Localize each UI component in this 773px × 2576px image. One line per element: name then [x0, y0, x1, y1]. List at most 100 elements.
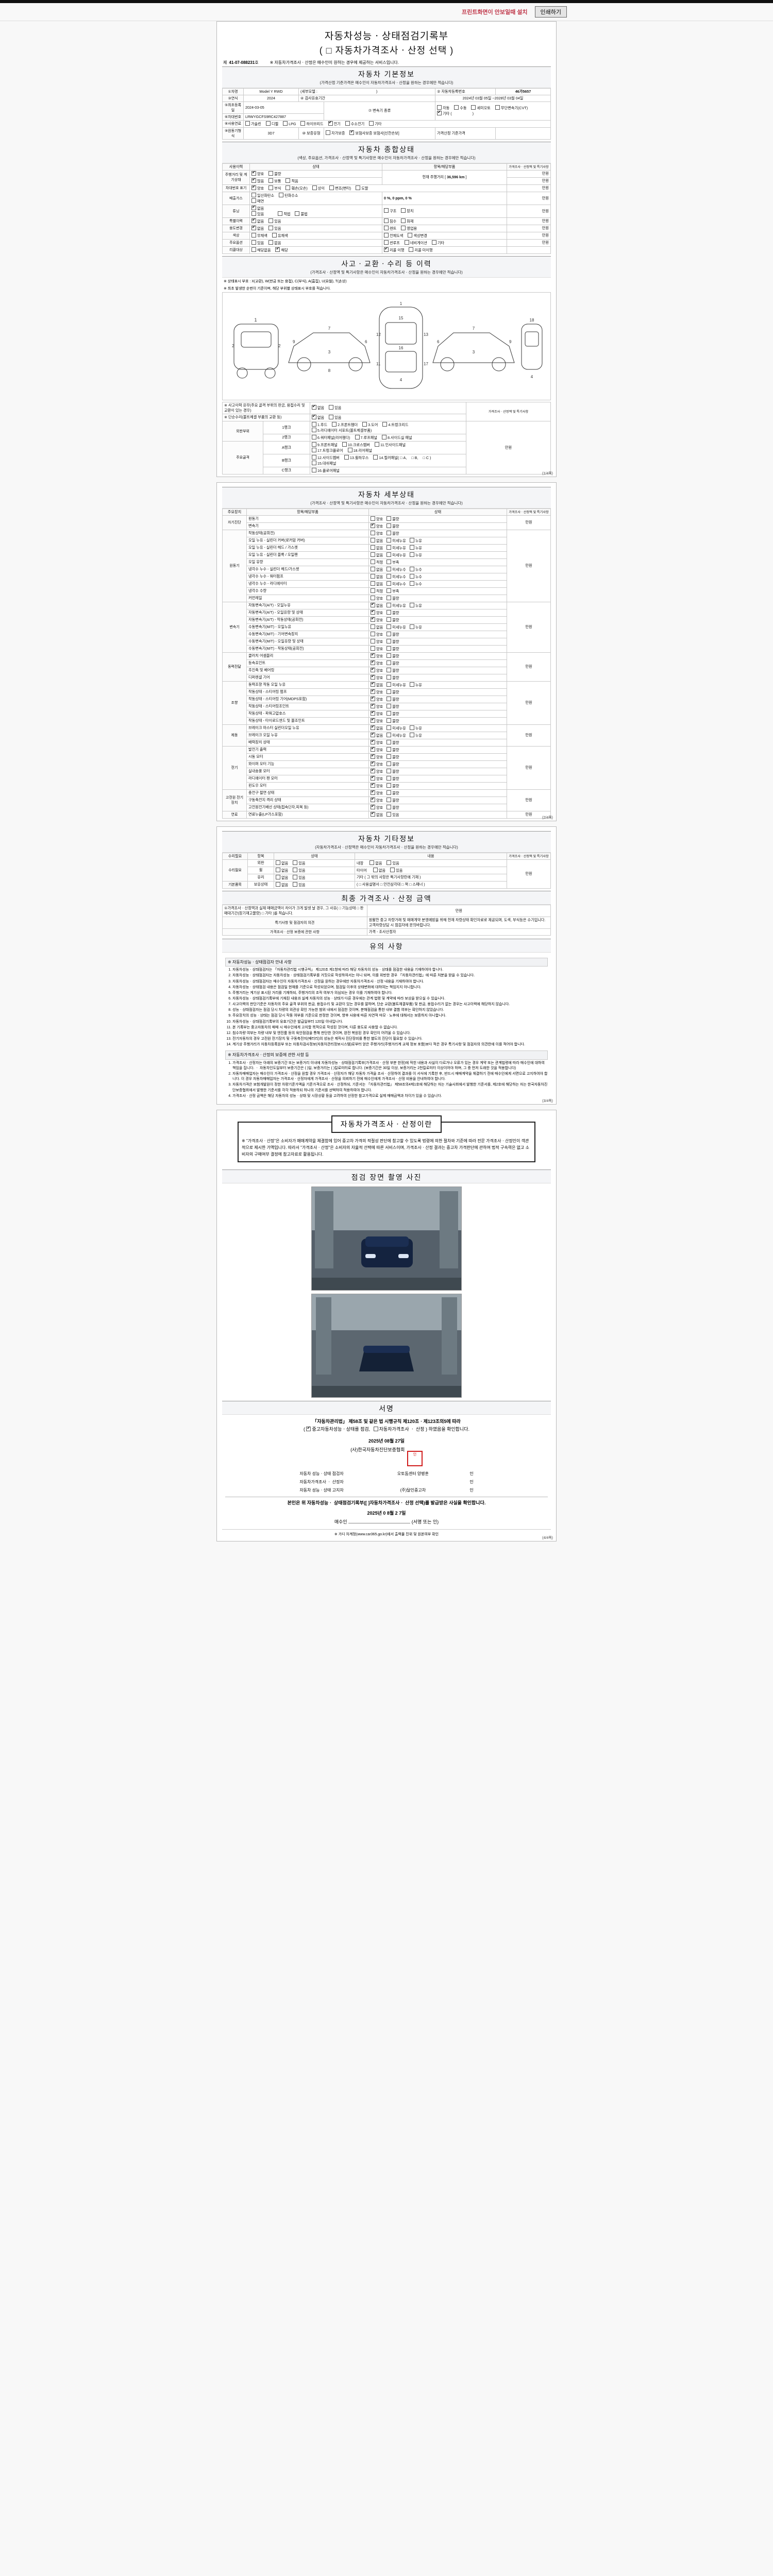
gauge-normal[interactable]: 보통 [268, 178, 281, 184]
detail-state-option[interactable]: 있음 [386, 811, 399, 818]
detail-state-option[interactable]: 미세누수 [386, 566, 406, 572]
part-trunk-floor[interactable]: 17.트렁크플로어 [311, 447, 343, 453]
detail-state-option[interactable]: 누유 [409, 545, 422, 551]
detail-state-option[interactable]: 양호 [371, 746, 383, 753]
detail-state-option[interactable]: 미세누수 [386, 573, 406, 580]
tuning-legal[interactable]: 적법 [278, 211, 290, 217]
possession-yes[interactable]: 있음 [293, 882, 305, 888]
detail-state-option[interactable]: 없음 [371, 602, 383, 608]
interior-group[interactable]: 내장 없음 있음 [355, 859, 507, 867]
exterior-none[interactable]: 없음 [276, 860, 288, 866]
warranty-option-self[interactable]: 자가보증 [326, 130, 345, 136]
usage-business[interactable]: 영업용 [401, 225, 417, 231]
mileage-state-options[interactable]: 양호 불량 [249, 170, 382, 178]
detail-state-option[interactable]: 누유 [409, 682, 422, 688]
detail-state-option[interactable]: 미세누유 [386, 682, 406, 688]
detail-state-option[interactable]: 불량 [386, 739, 399, 745]
detail-state-option[interactable]: 양호 [371, 516, 383, 522]
interior-none[interactable]: 없음 [369, 860, 382, 866]
detail-state-option[interactable]: 양호 [371, 753, 383, 760]
fuel-option-other[interactable]: 기타 [369, 121, 381, 127]
exterior-options[interactable]: 없음 있음 [274, 859, 355, 867]
vin-marking-options[interactable]: 양호 부식 훼손(오손) 상이 변조(변타) 도말 [249, 184, 507, 192]
tire-group[interactable]: 타이어 없음 있음 [355, 866, 507, 874]
detail-state-option[interactable]: 불량 [386, 674, 399, 681]
detail-state-option[interactable]: 양호 [371, 782, 383, 789]
detail-state-option[interactable]: 적정 [371, 559, 383, 565]
detail-state-option[interactable]: 불량 [386, 747, 399, 753]
gauge-many[interactable]: 많음 [251, 177, 264, 184]
recall-na[interactable]: 해당없음 [251, 247, 271, 253]
part-hood[interactable]: 1.후드 [311, 421, 327, 428]
detail-state-option[interactable]: 미세누유 [386, 732, 406, 738]
checkbox[interactable] [373, 1426, 378, 1431]
wheel-none[interactable]: 없음 [276, 867, 288, 873]
option-sunroof[interactable]: 썬루프 [384, 240, 400, 246]
detail-state-option[interactable]: 미세누유 [386, 552, 406, 558]
vin-good[interactable]: 양호 [251, 184, 264, 191]
tuning-yes[interactable]: 있음 [251, 211, 264, 217]
vin-damaged[interactable]: 훼손(오손) [285, 185, 308, 191]
glass-yes[interactable]: 있음 [293, 874, 305, 880]
detail-state-option[interactable]: 양호 [371, 696, 383, 702]
vin-different[interactable]: 상이 [312, 185, 325, 191]
frame-ranka-items[interactable]: 9.프론트패널 10.크로스멤버 11.인사이드패널 17.트렁크플로어 18.… [309, 440, 466, 454]
gauge-state-options[interactable]: 많음 보통 적음 [249, 177, 382, 185]
detail-state-option[interactable]: 양호 [371, 631, 383, 637]
usage-change-options[interactable]: 없음 있음 [249, 224, 382, 232]
tire-none[interactable]: 없음 [373, 867, 385, 873]
fuel-option-gasoline[interactable]: 가솔린 [245, 121, 261, 127]
detail-state-option[interactable]: 양호 [371, 703, 383, 709]
color-achromatic[interactable]: 무채색 [251, 232, 267, 239]
print-button[interactable]: 인쇄하기 [534, 6, 567, 18]
detail-state-option[interactable]: 양호 [371, 638, 383, 645]
detail-state-option[interactable]: 양호 [371, 739, 383, 745]
fuel-option-hydrogen[interactable]: 수소전기 [345, 121, 364, 127]
panel-rank1-items[interactable]: 1.후드 2.프론트휀더 3.도어 4.트렁크리드 5.라디에이터 서포트(볼트… [309, 420, 466, 434]
detail-state-option[interactable]: 불량 [386, 609, 399, 616]
detail-state-option[interactable]: 양호 [371, 674, 383, 681]
detail-state-option[interactable]: 불량 [386, 710, 399, 717]
detail-state-option[interactable]: 누유 [409, 552, 422, 558]
usage-none[interactable]: 없음 [251, 225, 264, 231]
detail-state-option[interactable]: 불량 [386, 768, 399, 774]
checkbox-checked[interactable] [306, 1426, 311, 1431]
special-yes[interactable]: 있음 [268, 218, 281, 224]
emission-co[interactable]: 일산화탄소 [251, 192, 274, 198]
frame-rankc-items[interactable]: 16.플로어패널 [309, 466, 466, 474]
part-front-fender[interactable]: 2.프론트휀더 [332, 421, 358, 428]
detail-state-option[interactable]: 양호 [371, 609, 383, 616]
detail-state-option[interactable]: 불량 [386, 595, 399, 601]
accident-yes[interactable]: 있음 [329, 405, 341, 411]
detail-state-option[interactable]: 누유 [409, 537, 422, 544]
detail-state-option[interactable]: 누수 [409, 581, 422, 587]
detail-state-option[interactable]: 누유 [409, 624, 422, 630]
usage-type-options[interactable]: 렌트 영업용 [382, 224, 507, 232]
usage-rent[interactable]: 렌트 [384, 225, 396, 231]
fuel-option-hybrid[interactable]: 하이브리드 [300, 121, 324, 127]
detail-state-option[interactable]: 누유 [409, 732, 422, 738]
fuel-options[interactable]: 가솔린 디젤 LPG 하이브리드 전기 수소전기 기타 [243, 120, 551, 128]
detail-state-option[interactable]: 불량 [386, 646, 399, 652]
detail-state-option[interactable]: 양호 [371, 804, 383, 810]
detail-state-option[interactable]: 양호 [371, 659, 383, 666]
transmission-option-semiauto[interactable]: 세미오토 [471, 105, 491, 111]
mileage-good[interactable]: 양호 [251, 170, 264, 177]
part-dash-panel[interactable]: 15.대쉬패널 [311, 460, 336, 466]
detail-state-option[interactable]: 없음 [371, 724, 383, 731]
